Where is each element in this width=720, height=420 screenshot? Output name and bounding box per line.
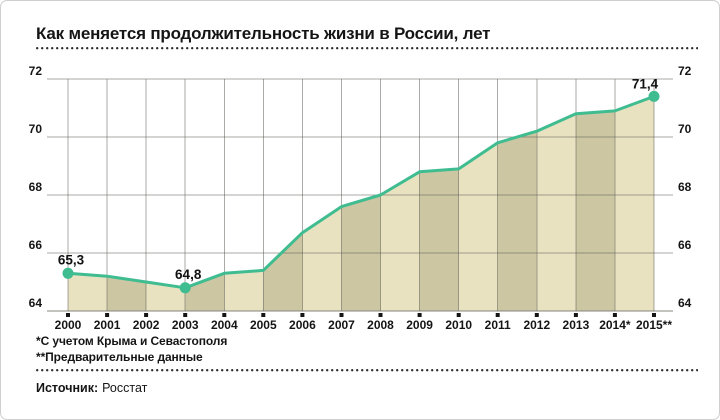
y-axis-label-right: 64 bbox=[678, 296, 692, 310]
source-line: Источник: Росстат bbox=[36, 381, 147, 395]
area-band bbox=[536, 113, 576, 311]
y-axis-label-left: 66 bbox=[29, 238, 43, 252]
data-point-dot bbox=[648, 90, 660, 102]
area-band bbox=[380, 171, 420, 311]
data-point-dot bbox=[179, 282, 191, 294]
y-axis-label-left: 70 bbox=[29, 122, 43, 136]
x-axis-tick-square bbox=[105, 313, 110, 317]
x-axis-tick-square bbox=[66, 313, 70, 317]
x-axis-year-label: 2008 bbox=[367, 318, 394, 332]
area-band bbox=[146, 282, 186, 311]
x-axis-tick-square bbox=[378, 313, 383, 317]
data-point-label: 71,4 bbox=[632, 76, 659, 91]
x-axis-tick-square bbox=[573, 313, 578, 317]
data-point-label: 65,3 bbox=[58, 252, 85, 267]
chart-title: Как меняется продолжительность жизни в Р… bbox=[36, 24, 491, 43]
dotted-divider-top bbox=[36, 47, 698, 50]
x-axis-tick-square bbox=[612, 313, 617, 317]
y-axis-label-right: 70 bbox=[678, 122, 692, 136]
x-axis-year-label: 2015** bbox=[636, 318, 672, 332]
area-band bbox=[458, 142, 498, 311]
area-band bbox=[614, 96, 654, 312]
x-axis-year-label: 2011 bbox=[485, 318, 511, 332]
life-expectancy-line bbox=[66, 94, 656, 290]
area-band bbox=[185, 273, 225, 311]
y-axis-label-right: 68 bbox=[678, 180, 692, 194]
x-axis-year-label: 2013 bbox=[563, 318, 590, 332]
x-axis-year-label: 2001 bbox=[94, 318, 121, 332]
x-axis-year-label: 2014* bbox=[599, 318, 631, 332]
area-band bbox=[107, 276, 147, 311]
x-axis-year-label: 2012 bbox=[523, 318, 550, 332]
data-point-dot bbox=[62, 267, 74, 279]
x-axis-tick-square bbox=[417, 313, 422, 317]
footnote-preliminary: **Предварительные данные bbox=[36, 350, 203, 364]
x-axis-tick-square bbox=[183, 313, 188, 317]
y-axis-label-right: 72 bbox=[678, 64, 692, 78]
x-axis-tick-square bbox=[144, 313, 149, 317]
x-axis-year-label: 2010 bbox=[445, 318, 472, 332]
x-axis-year-label: 2006 bbox=[289, 318, 316, 332]
area-band bbox=[263, 232, 303, 311]
area-band bbox=[419, 168, 459, 311]
x-axis-tick-square bbox=[222, 313, 227, 317]
y-axis-label-left: 72 bbox=[29, 64, 43, 78]
x-axis-year-label: 2005 bbox=[250, 318, 277, 332]
footnote-crimea: *С учетом Крыма и Севастополя bbox=[36, 334, 228, 348]
dotted-divider-bottom bbox=[36, 369, 698, 372]
x-axis-tick-square bbox=[261, 313, 266, 317]
x-axis-year-label: 2003 bbox=[172, 318, 199, 332]
x-axis-tick-square bbox=[652, 313, 656, 317]
area-band bbox=[575, 110, 615, 312]
x-axis-year-label: 2007 bbox=[328, 318, 355, 332]
x-axis-year-label: 2000 bbox=[55, 318, 82, 332]
y-axis-label-left: 64 bbox=[29, 296, 43, 310]
x-axis-year-label: 2002 bbox=[133, 318, 160, 332]
area-band bbox=[302, 206, 342, 311]
x-axis-tick-square bbox=[495, 313, 500, 317]
y-axis-label-right: 66 bbox=[678, 238, 692, 252]
area-band bbox=[224, 270, 264, 311]
source-label: Источник: bbox=[36, 381, 99, 395]
x-axis-tick-square bbox=[456, 313, 461, 317]
x-axis-year-label: 2009 bbox=[406, 318, 433, 332]
x-axis-tick-square bbox=[534, 313, 539, 317]
area-band bbox=[497, 131, 537, 311]
x-axis-year-label: 2004 bbox=[211, 318, 238, 332]
x-axis-tick-square bbox=[339, 313, 344, 317]
data-point-label: 64,8 bbox=[175, 267, 202, 282]
x-axis-tick-square bbox=[300, 313, 305, 317]
area-band bbox=[68, 273, 108, 311]
y-axis-label-left: 68 bbox=[29, 180, 43, 194]
source-value: Росстат bbox=[102, 381, 148, 395]
